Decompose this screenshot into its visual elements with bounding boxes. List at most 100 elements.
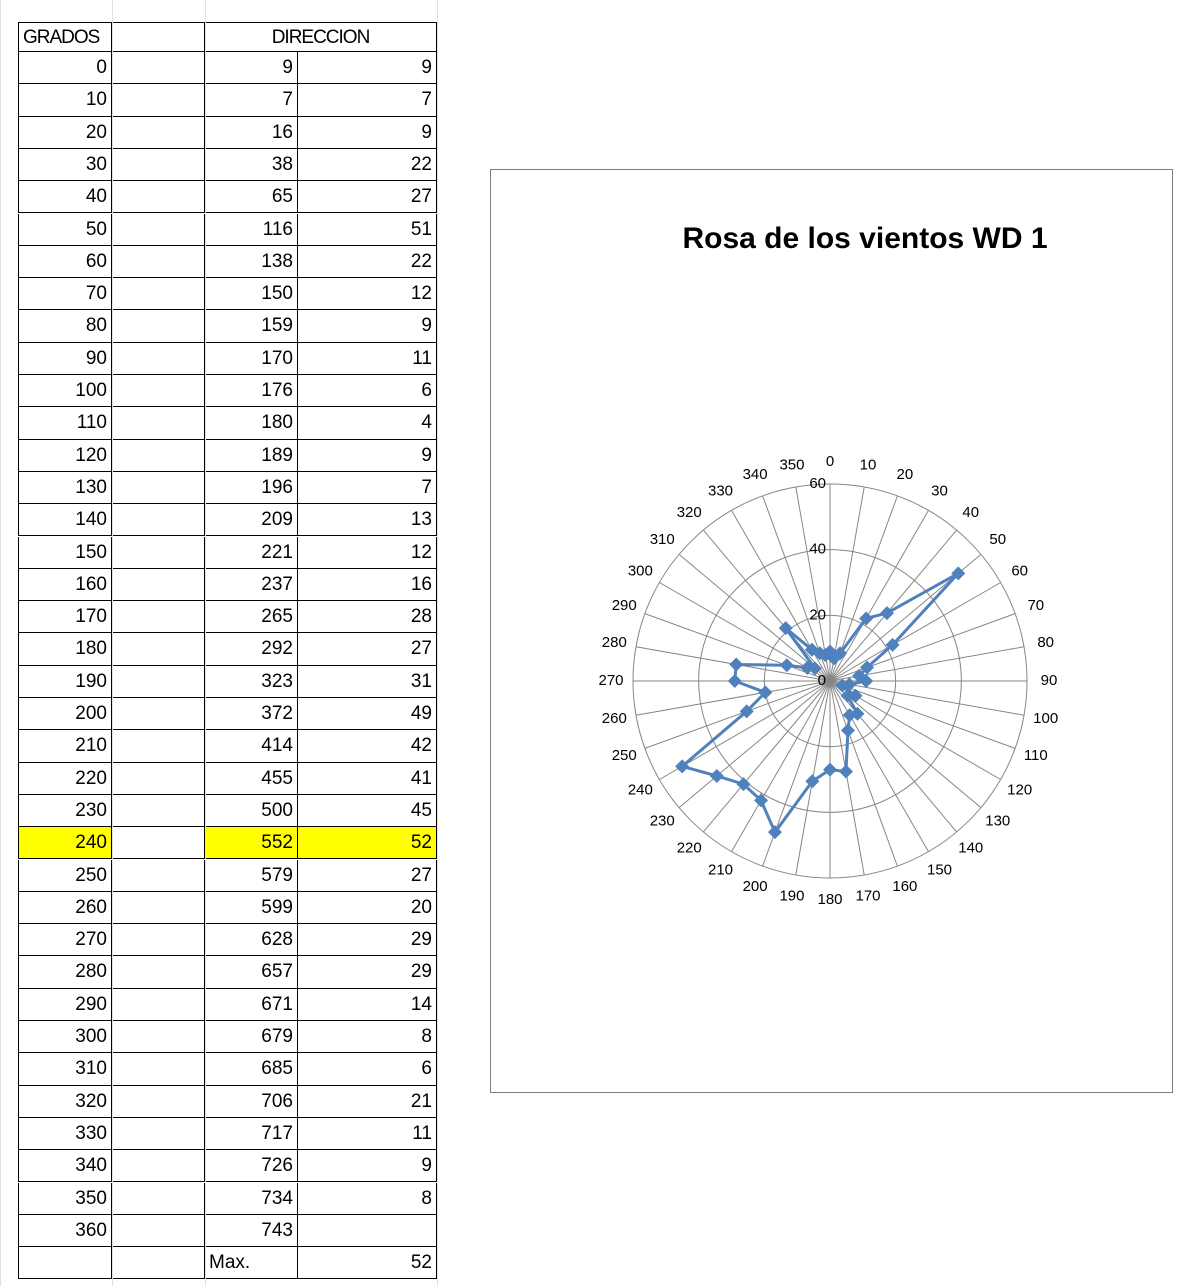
cell	[112, 633, 205, 666]
marker	[729, 657, 744, 672]
cell: 552	[205, 827, 298, 860]
cell	[112, 698, 205, 731]
category-label: 290	[612, 597, 637, 614]
cell: 27	[298, 859, 437, 892]
cell: 350	[18, 1182, 112, 1215]
category-label: 340	[743, 466, 768, 483]
category-label: 230	[650, 813, 675, 830]
cell	[112, 213, 205, 246]
cell: 22	[298, 245, 437, 279]
gridline	[112, 0, 113, 1286]
chart-title: Rosa de los vientos WD 1	[682, 222, 1047, 255]
cell: 579	[205, 859, 298, 892]
cell	[112, 181, 205, 214]
cell: 250	[18, 859, 112, 892]
category-label: 90	[1041, 672, 1058, 689]
cell: 685	[205, 1053, 298, 1086]
cell: 176	[205, 375, 298, 408]
cell: 180	[18, 633, 112, 666]
cell	[112, 342, 205, 375]
category-label: 220	[677, 840, 702, 857]
cell	[112, 1150, 205, 1183]
cell: 9	[298, 52, 437, 85]
cell: 52	[298, 827, 437, 860]
cell: 70	[18, 278, 112, 311]
chart: Rosa de los vientos WD 1 0 10 20 30 40 50 60 70…	[490, 169, 1173, 1093]
spoke	[731, 680, 831, 852]
r-tick-label: 20	[809, 606, 826, 623]
category-label: 120	[1007, 781, 1032, 798]
cell	[112, 827, 205, 860]
cell: 27	[298, 633, 437, 666]
spoke	[829, 680, 958, 833]
grid-ring	[632, 483, 1028, 879]
header-cell: DIRECCION	[205, 22, 437, 52]
cell	[112, 439, 205, 472]
gridline	[205, 0, 206, 1286]
cell	[112, 1085, 205, 1118]
category-label: 130	[985, 813, 1010, 830]
cell: 209	[205, 504, 298, 537]
marker	[754, 793, 769, 808]
category-label: 70	[1027, 597, 1044, 614]
cell: 300	[18, 1021, 112, 1054]
spoke	[702, 680, 831, 833]
marker	[951, 566, 966, 581]
cell: 138	[205, 245, 298, 279]
spoke	[678, 680, 831, 809]
category-label: 140	[958, 840, 983, 857]
cell: 60	[18, 245, 112, 279]
category-label: 240	[628, 781, 653, 798]
cell: 210	[18, 730, 112, 763]
category-label: 300	[628, 562, 653, 579]
cell: 12	[298, 536, 437, 569]
spoke	[829, 529, 958, 682]
cell: 7	[205, 84, 298, 117]
cell	[112, 762, 205, 795]
spoke	[829, 613, 1016, 682]
cell: 455	[205, 762, 298, 795]
cell: 260	[18, 891, 112, 925]
cell: 30	[18, 148, 112, 182]
cell: 290	[18, 988, 112, 1021]
cell: 42	[298, 730, 437, 763]
category-label: 210	[708, 862, 733, 879]
category-label: 110	[1024, 747, 1048, 764]
cell: 38	[205, 148, 298, 182]
cell: 9	[298, 310, 437, 343]
cell	[298, 1214, 437, 1248]
marker	[823, 762, 837, 777]
cell: 717	[205, 1117, 298, 1151]
category-label: 280	[602, 634, 627, 651]
chart-frame	[490, 169, 1173, 1093]
cell: 150	[205, 278, 298, 311]
cell	[112, 859, 205, 892]
cell	[112, 245, 205, 279]
category-label: 260	[602, 710, 627, 727]
cell	[112, 52, 205, 85]
spoke	[644, 613, 831, 682]
cell: 49	[298, 698, 437, 731]
marker	[800, 660, 815, 675]
cell	[112, 407, 205, 440]
cell: 14	[298, 988, 437, 1021]
cell: 360	[18, 1214, 112, 1248]
cell: 9	[205, 52, 298, 85]
cell: 29	[298, 924, 437, 957]
cell: 221	[205, 536, 298, 569]
cell: 6	[298, 375, 437, 408]
spoke	[829, 486, 865, 682]
marker	[779, 658, 794, 673]
cell: 41	[298, 762, 437, 795]
category-label: 330	[708, 482, 733, 499]
cell	[112, 1053, 205, 1086]
cell	[112, 1021, 205, 1054]
header-cell: GRADOS	[18, 22, 112, 52]
cell: 10	[18, 84, 112, 117]
category-label: 190	[779, 888, 804, 905]
spoke	[635, 680, 831, 716]
cell	[112, 568, 205, 602]
cell: 7	[298, 84, 437, 117]
category-label: 320	[677, 504, 702, 521]
